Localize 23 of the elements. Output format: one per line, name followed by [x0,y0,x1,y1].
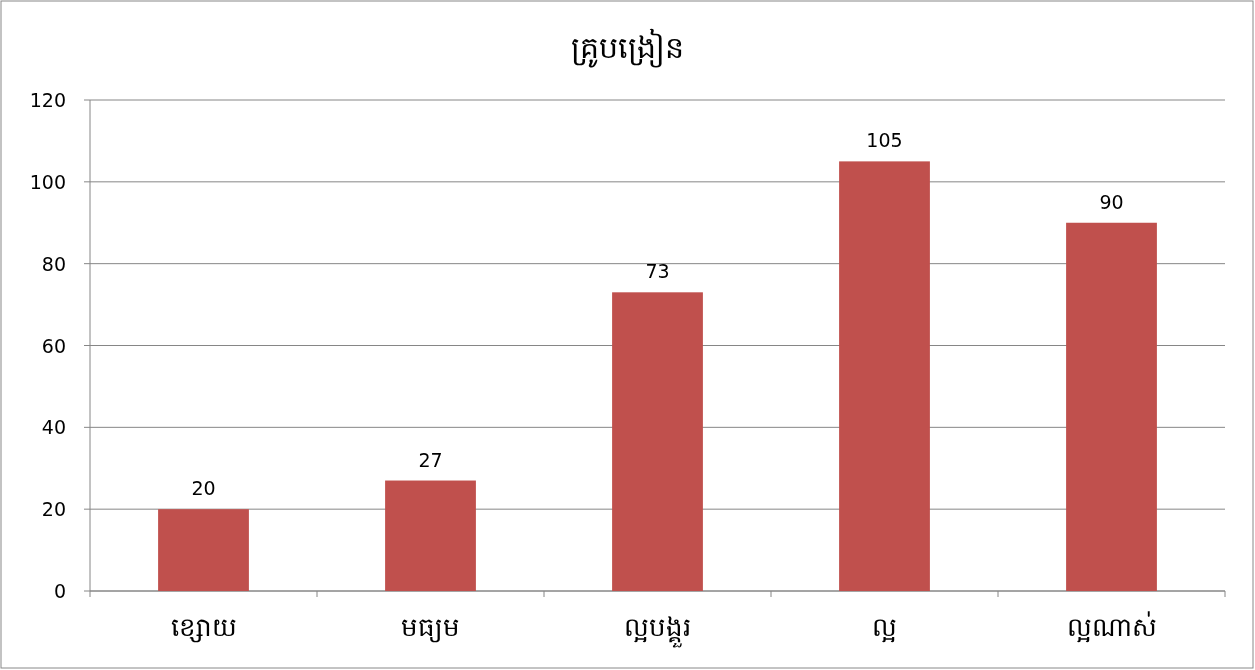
bar [385,480,476,591]
y-tick-label: 20 [41,498,66,521]
data-label: 90 [1099,190,1124,213]
y-tick-label: 80 [41,252,66,275]
x-tick-label: ល្អ [872,612,897,643]
data-label: 73 [645,260,670,283]
x-tick-label: ល្អបង្គួរ [624,612,691,648]
data-label: 20 [191,477,216,500]
y-tick-label: 120 [29,89,66,111]
y-tick-label: 0 [53,580,66,602]
x-tick-label: ល្អណាស់ [1066,611,1157,643]
data-label: 27 [418,448,443,471]
y-tick-label: 40 [41,416,66,439]
y-tick-label: 100 [29,170,66,193]
x-tick-label: មធ្យម [401,612,460,643]
bar [839,161,930,591]
x-tick-label: ខ្សោយ [170,612,237,643]
bar [1066,222,1157,591]
bar [612,292,703,591]
y-tick-label: 60 [41,334,66,357]
bar [158,509,249,591]
data-label: 105 [866,129,903,152]
chart-title: គ្រូបង្រៀន [571,28,684,68]
